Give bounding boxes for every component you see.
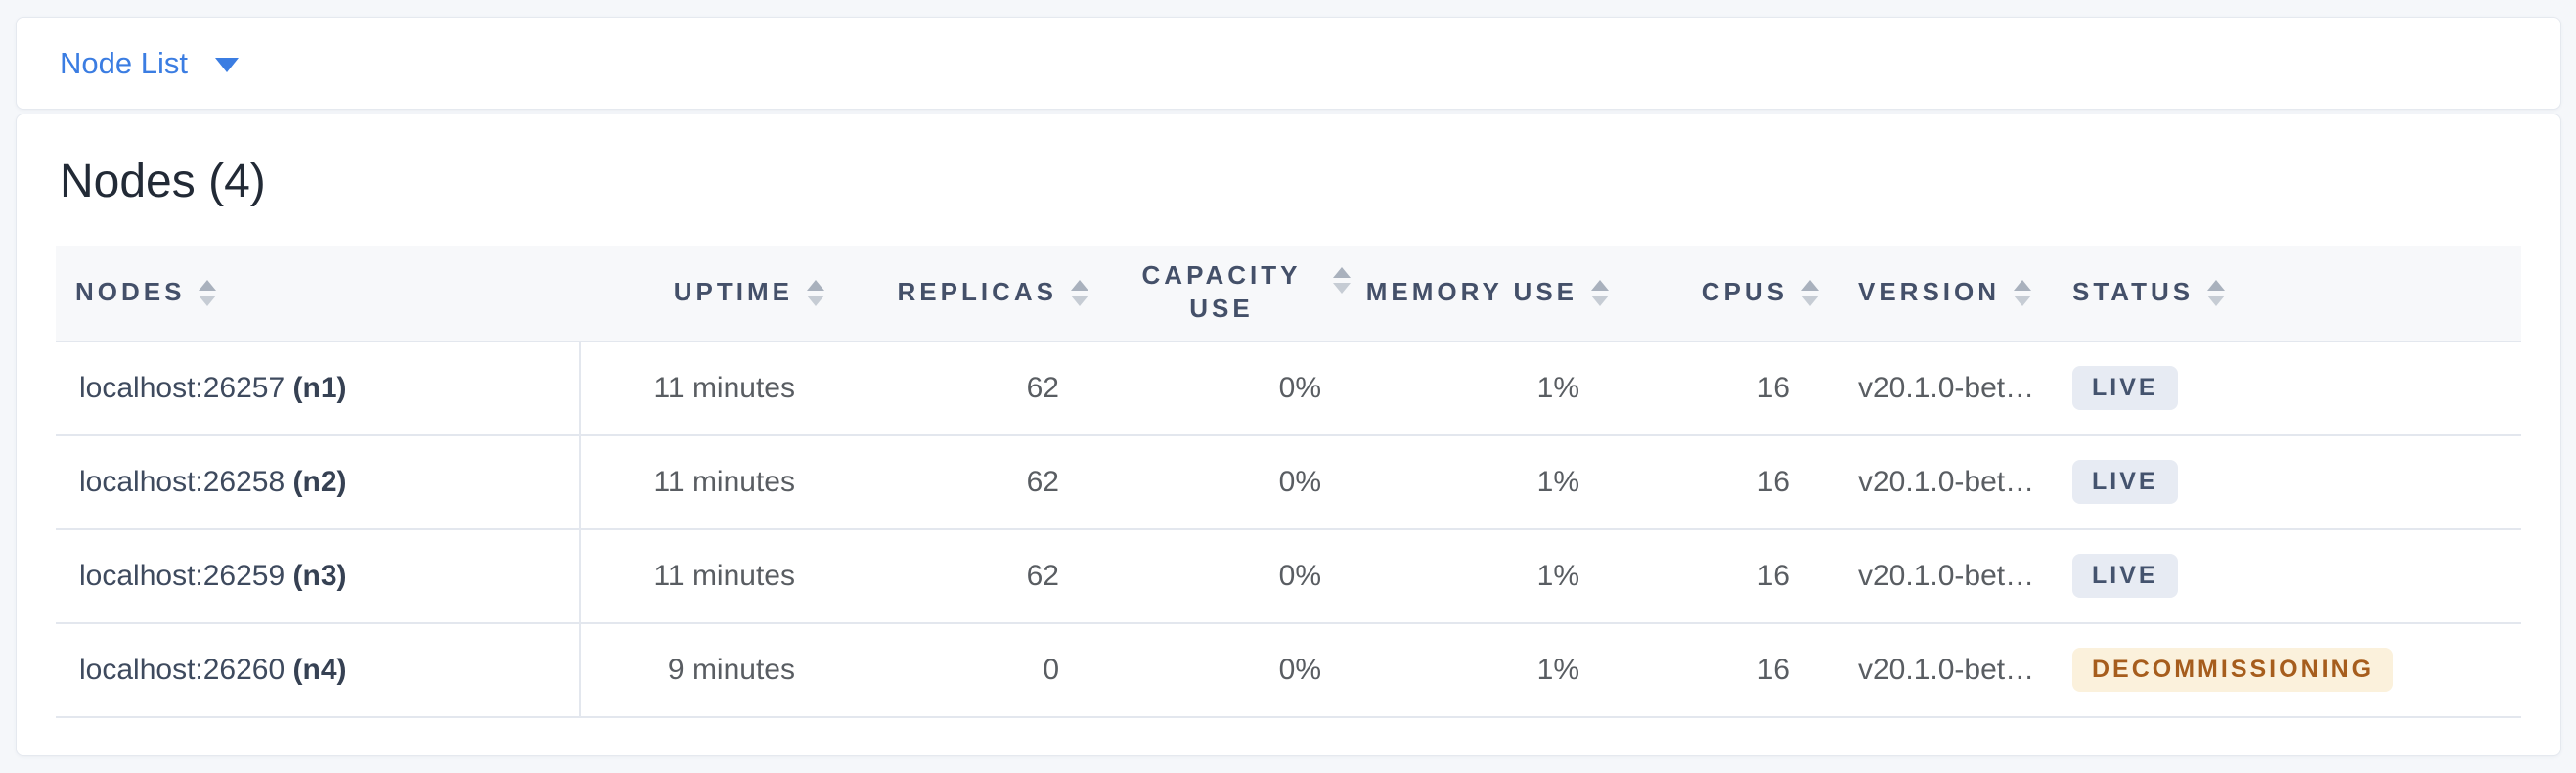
cell-replicas: 62 <box>824 528 1088 624</box>
column-header-capacity-use[interactable]: CAPACITY USE <box>1088 245 1351 342</box>
cell-uptime: 11 minutes <box>580 341 824 436</box>
cell-replicas: 0 <box>824 622 1088 718</box>
toolbar-card: Node List <box>16 17 2561 110</box>
nodes-table: NODES UPTIME REPLICAS <box>56 245 2521 718</box>
column-header-nodes[interactable]: NODES <box>56 245 580 342</box>
cell-version: v20.1.0-bet… <box>1819 622 2047 718</box>
cell-version: v20.1.0-bet… <box>1819 528 2047 624</box>
sort-arrows-icon <box>199 279 217 306</box>
cell-status: LIVE <box>2047 434 2521 530</box>
sort-arrows-icon <box>1071 279 1088 306</box>
cell-cpus: 16 <box>1609 528 1819 624</box>
cell-status: DECOMMISSIONING <box>2047 622 2521 718</box>
node-address-link[interactable]: localhost:26260 <box>79 653 286 686</box>
node-table-row: localhost:26259 (n3) 11 minutes 62 0% 1%… <box>56 528 2521 624</box>
cell-uptime: 11 minutes <box>580 434 824 530</box>
cell-replicas: 62 <box>824 341 1088 436</box>
sort-arrows-icon <box>1801 279 1819 306</box>
status-badge: LIVE <box>2072 366 2178 411</box>
node-address-link[interactable]: localhost:26259 <box>79 559 286 592</box>
cell-uptime: 9 minutes <box>580 622 824 718</box>
cell-node-address: localhost:26258 (n2) <box>56 434 581 530</box>
node-table-row: localhost:26260 (n4) 9 minutes 0 0% 1% 1… <box>56 622 2521 718</box>
cell-node-address: localhost:26257 (n1) <box>56 341 581 436</box>
sort-arrows-icon <box>1333 267 1351 295</box>
cell-cpus: 16 <box>1609 622 1819 718</box>
node-table-row: localhost:26257 (n1) 11 minutes 62 0% 1%… <box>56 341 2521 436</box>
node-id: (n3) <box>292 559 347 592</box>
cell-node-address: localhost:26259 (n3) <box>56 528 581 624</box>
status-badge: LIVE <box>2072 554 2178 599</box>
cell-memory-use: 1% <box>1351 341 1609 436</box>
cell-memory-use: 1% <box>1351 622 1609 718</box>
cell-capacity-use: 0% <box>1088 528 1351 624</box>
cell-memory-use: 1% <box>1351 434 1609 530</box>
sort-arrows-icon <box>2207 279 2226 306</box>
sort-arrows-icon <box>1591 279 1609 306</box>
cell-capacity-use: 0% <box>1088 341 1351 436</box>
view-selector-label: Node List <box>60 46 188 80</box>
column-header-cpus[interactable]: CPUS <box>1609 245 1819 342</box>
node-id: (n2) <box>292 465 347 498</box>
cell-cpus: 16 <box>1609 434 1819 530</box>
cell-version: v20.1.0-bet… <box>1819 434 2047 530</box>
sort-arrows-icon <box>807 279 824 306</box>
node-address-link[interactable]: localhost:26258 <box>79 465 286 498</box>
cell-uptime: 11 minutes <box>580 528 824 624</box>
column-header-memory-use[interactable]: MEMORY USE <box>1351 245 1609 342</box>
cell-status: LIVE <box>2047 341 2521 436</box>
sort-arrows-icon <box>2014 279 2032 306</box>
cell-version: v20.1.0-bet… <box>1819 341 2047 436</box>
cell-memory-use: 1% <box>1351 528 1609 624</box>
node-address-link[interactable]: localhost:26257 <box>79 371 286 404</box>
table-header-row: NODES UPTIME REPLICAS <box>56 245 2521 342</box>
caret-down-icon <box>214 58 239 72</box>
node-id: (n4) <box>292 653 347 686</box>
node-id: (n1) <box>292 371 347 404</box>
status-badge: LIVE <box>2072 460 2178 505</box>
cell-capacity-use: 0% <box>1088 622 1351 718</box>
column-header-uptime[interactable]: UPTIME <box>580 245 824 342</box>
cell-capacity-use: 0% <box>1088 434 1351 530</box>
column-header-status[interactable]: STATUS <box>2047 245 2521 342</box>
view-selector-dropdown[interactable]: Node List <box>60 48 239 78</box>
cell-cpus: 16 <box>1609 341 1819 436</box>
cell-node-address: localhost:26260 (n4) <box>56 622 581 718</box>
page-title: Nodes (4) <box>60 156 266 207</box>
cell-replicas: 62 <box>824 434 1088 530</box>
node-list-panel: Nodes (4) NODES UPTIME <box>16 114 2561 756</box>
cell-status: LIVE <box>2047 528 2521 624</box>
status-badge: DECOMMISSIONING <box>2072 648 2394 693</box>
column-header-version[interactable]: VERSION <box>1819 245 2047 342</box>
column-header-replicas[interactable]: REPLICAS <box>824 245 1088 342</box>
node-table-row: localhost:26258 (n2) 11 minutes 62 0% 1%… <box>56 434 2521 530</box>
